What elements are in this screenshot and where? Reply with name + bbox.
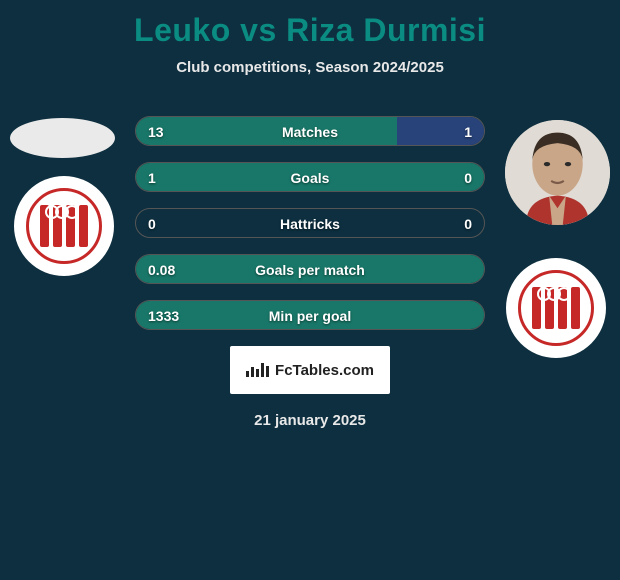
stat-label: Hattricks — [136, 209, 484, 238]
player-left-avatar — [10, 118, 115, 158]
stat-label: Goals — [136, 163, 484, 192]
subtitle: Club competitions, Season 2024/2025 — [0, 59, 620, 76]
stat-value-right: 0 — [464, 163, 472, 192]
watermark-text: FcTables.com — [275, 362, 374, 379]
stat-row: 1333 Min per goal — [135, 300, 485, 330]
stat-bars: 13 Matches 1 1 Goals 0 0 Hattricks 0 0.0… — [135, 100, 485, 330]
stat-row: 13 Matches 1 — [135, 116, 485, 146]
stat-label: Goals per match — [136, 255, 484, 284]
stat-label: Min per goal — [136, 301, 484, 330]
stat-value-right: 1 — [464, 117, 472, 146]
page-title: Leuko vs Riza Durmisi — [0, 0, 620, 49]
bar-chart-icon — [246, 363, 269, 377]
stat-row: 1 Goals 0 — [135, 162, 485, 192]
stat-row: 0.08 Goals per match — [135, 254, 485, 284]
stat-value-right: 0 — [464, 209, 472, 238]
player-right-avatar — [505, 120, 610, 225]
player-face-icon — [505, 120, 610, 225]
date-label: 21 january 2025 — [0, 412, 620, 429]
comparison-panel: 13 Matches 1 1 Goals 0 0 Hattricks 0 0.0… — [0, 100, 620, 429]
club-right-badge — [506, 258, 606, 358]
watermark: FcTables.com — [230, 346, 390, 394]
stat-row: 0 Hattricks 0 — [135, 208, 485, 238]
stat-label: Matches — [136, 117, 484, 146]
club-left-badge — [14, 176, 114, 276]
